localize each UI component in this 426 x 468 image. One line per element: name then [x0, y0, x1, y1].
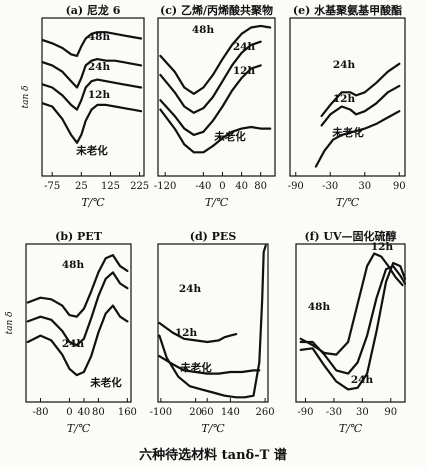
x-tick-label: -30: [322, 181, 338, 192]
series-label-unaged: 未老化: [89, 376, 122, 389]
series-line-12h: [320, 84, 401, 127]
x-tick-label: 80: [254, 181, 267, 192]
series-label-unaged: 未老化: [331, 126, 364, 139]
x-tick-label: 125: [101, 181, 120, 192]
series-label-12h: 12h: [88, 89, 111, 101]
series-label-48h: 48h: [192, 24, 215, 36]
x-tick-label: -75: [44, 181, 60, 192]
series-label-48h: 48h: [62, 259, 85, 271]
x-tick-label: -30: [326, 407, 342, 418]
y-axis-label: tan δ: [21, 85, 31, 108]
series-line-unaged: [159, 108, 272, 154]
panel-title: (a) 尼龙 6: [66, 3, 121, 17]
series-label-24h: 24h: [333, 59, 356, 71]
x-tick-label: 225: [130, 181, 149, 192]
x-tick-label: -90: [288, 181, 304, 192]
series-label-24h: 24h: [62, 338, 85, 350]
x-tick-label: 40: [235, 181, 248, 192]
series-line-12h: [158, 355, 261, 375]
x-tick-label: 40: [78, 407, 91, 418]
series-line-24h: [299, 261, 407, 391]
panel-6: (f) UV—固化硫醇 -90 -30 30 90 T/℃ 12h 48h 24h: [295, 229, 407, 435]
plot-frame: [295, 243, 406, 403]
panel-2: (c) 乙烯/丙烯酸共聚物 -120 -40 0 40 80 T/℃ 48h 24h 12h 未老化: [154, 3, 276, 209]
x-axis-label: T/℃: [81, 196, 105, 209]
series-line-48h: [41, 31, 143, 57]
x-tick-label: -120: [154, 181, 176, 192]
x-axis-label: T/℃: [67, 422, 91, 435]
x-tick-label: 25: [75, 181, 88, 192]
x-tick-label: -40: [195, 181, 211, 192]
series-label-12h: 12h: [233, 65, 256, 77]
series-line-48h: [26, 254, 129, 318]
x-tick-label: -90: [297, 407, 313, 418]
series-label-48h: 48h: [88, 31, 111, 43]
x-tick-label: 160: [118, 407, 137, 418]
x-axis-label: T/℃: [339, 422, 363, 435]
x-axis-label: T/℃: [336, 196, 360, 209]
series-line-24h: [41, 58, 143, 89]
series-line-48h: [299, 265, 407, 375]
series-label-12h: 12h: [175, 327, 198, 339]
x-tick-label: 30: [356, 407, 369, 418]
x-tick-label: 90: [384, 407, 397, 418]
plot-frame: [289, 17, 406, 177]
plot-frame: [157, 243, 269, 403]
series-line-unaged: [314, 110, 401, 168]
series-label-24h: 24h: [88, 61, 111, 73]
x-tick-label: 20: [189, 407, 202, 418]
x-tick-label: -100: [150, 407, 172, 418]
plot-frame: [25, 243, 132, 403]
series-line-24h: [159, 40, 262, 114]
series-label-unaged: 未老化: [179, 361, 212, 374]
x-tick-label: 0: [219, 181, 225, 192]
plot-frame: [157, 17, 276, 177]
series-line-unaged: [26, 304, 129, 377]
figure-caption: 六种待选材料 tanδ-T 谱: [139, 448, 287, 463]
series-line-12h: [159, 64, 262, 136]
x-tick-label: 260: [256, 407, 275, 418]
series-label-24h: 24h: [179, 283, 202, 295]
series-label-12h: 12h: [371, 241, 394, 253]
series-label-unaged: 未老化: [75, 144, 108, 157]
series-line-unaged: [41, 102, 143, 144]
series-line-unaged: [158, 244, 267, 399]
x-tick-label: 140: [221, 407, 240, 418]
y-axis-label: tan δ: [5, 311, 15, 334]
panel-4: (b) PET -80 0 40 80 160 T/℃ tan δ 48h 24h 未老化: [5, 230, 137, 435]
x-axis-label: T/℃: [205, 196, 229, 209]
series-label-48h: 48h: [308, 301, 331, 313]
x-tick-label: 80: [92, 407, 105, 418]
x-tick-label: 30: [358, 181, 371, 192]
panel-title: (e) 水基聚氨基甲酸酯: [293, 3, 402, 17]
series-line-24h: [158, 321, 238, 344]
panel-3: (e) 水基聚氨基甲酸酯 -90 -30 30 90 T/℃ 24h 12h 未老化: [288, 3, 406, 209]
plot-frame: [41, 17, 145, 177]
series-label-24h: 24h: [351, 374, 374, 386]
series-line-48h: [159, 24, 272, 95]
series-label-24h: 24h: [233, 41, 256, 53]
panel-1: (a) 尼龙 6 -75 25 125 225 T/℃ tan δ 48h 24h 12h 未老化: [21, 3, 149, 209]
panel-title: (f) UV—固化硫醇: [304, 229, 396, 243]
series-label-unaged: 未老化: [213, 130, 246, 143]
x-tick-label: 60: [201, 407, 214, 418]
panel-title: (b) PET: [55, 230, 103, 243]
x-axis-label: T/℃: [201, 422, 225, 435]
panel-title: (c) 乙烯/丙烯酸共聚物: [160, 3, 273, 17]
x-tick-label: 90: [393, 181, 406, 192]
panel-title: (d) PES: [190, 230, 237, 243]
series-line-12h: [41, 78, 143, 111]
series-line-24h: [320, 62, 401, 118]
series-label-12h: 12h: [333, 93, 356, 105]
x-tick-label: 0: [66, 407, 72, 418]
x-tick-label: -80: [32, 407, 48, 418]
series-line-24h: [26, 271, 129, 347]
